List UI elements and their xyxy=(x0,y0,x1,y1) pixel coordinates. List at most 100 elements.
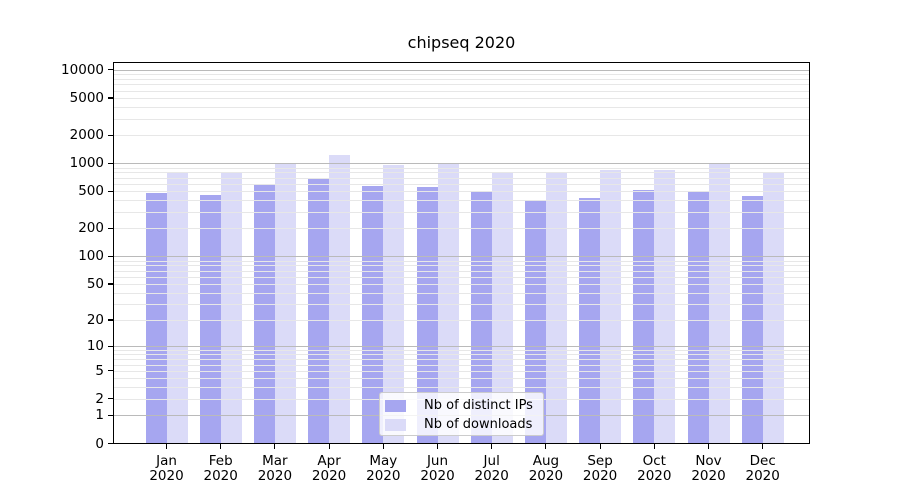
y-tick-label: 500 xyxy=(78,183,104,200)
bar-downloads xyxy=(545,172,567,443)
grid-minor-line xyxy=(114,260,809,262)
x-tick-label: Aug 2020 xyxy=(516,453,576,484)
grid-minor-line xyxy=(114,135,809,137)
y-tick-mark xyxy=(108,398,113,400)
y-tick-label: 5 xyxy=(95,362,104,379)
y-tick-mark xyxy=(108,227,113,229)
grid-minor-line xyxy=(114,359,809,361)
bar-downloads xyxy=(166,172,188,443)
bar-distinct-ips xyxy=(741,196,763,443)
bar-distinct-ips xyxy=(633,189,655,443)
x-tick-label: Dec 2020 xyxy=(733,453,793,484)
grid-minor-line xyxy=(114,350,809,352)
grid-minor-line xyxy=(114,320,809,321)
bar-distinct-ips xyxy=(687,190,709,443)
x-tick-year: 2020 xyxy=(637,467,672,484)
x-tick-label: Jan 2020 xyxy=(137,453,197,484)
grid-minor-line xyxy=(114,378,809,380)
legend-label-distinct-ips: Nb of distinct IPs xyxy=(424,398,533,413)
grid-minor-line xyxy=(114,212,809,213)
grid-major-line xyxy=(114,163,809,165)
legend-label-downloads: Nb of downloads xyxy=(424,417,533,432)
x-tick-mark xyxy=(599,443,601,449)
bar-downloads xyxy=(220,171,242,443)
y-tick-mark xyxy=(108,283,113,285)
grid-minor-line xyxy=(114,354,809,356)
x-tick-label: Mar 2020 xyxy=(245,453,305,484)
bar-downloads xyxy=(491,172,513,443)
x-tick-mark xyxy=(382,443,384,449)
x-tick-label: May 2020 xyxy=(353,453,413,484)
bar-downloads xyxy=(654,170,676,443)
legend-swatch-distinct-ips xyxy=(385,399,406,413)
x-tick-mark xyxy=(274,443,276,449)
y-tick-label: 50 xyxy=(86,276,104,292)
legend-item-downloads: Nb of downloads xyxy=(385,416,543,434)
x-tick-mark xyxy=(436,443,439,449)
grid-minor-line xyxy=(114,90,809,92)
x-tick-mark xyxy=(707,443,710,449)
grid-minor-line xyxy=(114,118,809,120)
y-tick-mark xyxy=(108,162,113,164)
x-tick-year: 2020 xyxy=(203,467,238,484)
x-tick-mark xyxy=(491,443,493,449)
x-tick-label: Oct 2020 xyxy=(624,453,684,484)
x-tick-year: 2020 xyxy=(582,467,618,484)
grid-minor-line xyxy=(114,98,809,99)
x-tick-mark xyxy=(165,443,168,449)
y-tick-mark xyxy=(108,414,113,416)
grid-minor-line xyxy=(114,74,809,76)
x-tick-label: Sep 2020 xyxy=(570,453,630,484)
x-tick-year: 2020 xyxy=(474,467,509,484)
grid-major-line xyxy=(114,69,809,71)
grid-minor-line xyxy=(114,270,809,272)
chart-title: chipseq 2020 xyxy=(407,33,516,52)
grid-minor-line xyxy=(114,284,809,285)
bar-downloads xyxy=(708,163,730,443)
y-tick-mark xyxy=(108,69,113,71)
grid-minor-line xyxy=(114,191,809,193)
y-tick-mark xyxy=(108,255,113,257)
bar-distinct-ips xyxy=(199,195,221,443)
grid-minor-line xyxy=(114,292,809,294)
grid-minor-line xyxy=(114,276,809,278)
grid-minor-line xyxy=(114,370,809,372)
bar-downloads xyxy=(762,173,784,443)
legend-swatch-downloads xyxy=(385,418,406,432)
grid-minor-line xyxy=(114,387,809,389)
x-tick-year: 2020 xyxy=(691,467,726,484)
bar-downloads xyxy=(437,164,459,443)
grid-minor-line xyxy=(114,200,809,202)
y-tick-label: 2 xyxy=(95,390,104,407)
grid-minor-line xyxy=(114,172,809,174)
grid-minor-line xyxy=(114,228,809,230)
y-tick-mark xyxy=(108,97,113,99)
bar-downloads xyxy=(600,169,622,443)
y-tick-mark xyxy=(108,134,113,136)
y-tick-label: 1000 xyxy=(69,155,104,172)
y-tick-mark xyxy=(108,190,113,192)
y-tick-label: 5000 xyxy=(69,90,104,106)
grid-minor-line xyxy=(114,177,809,179)
y-tick-label: 0 xyxy=(95,435,104,452)
grid-minor-line xyxy=(114,84,809,86)
x-tick-mark xyxy=(653,443,655,449)
grid-major-line xyxy=(114,256,809,258)
grid-minor-line xyxy=(114,304,809,306)
grid-minor-line xyxy=(114,184,809,185)
x-tick-year: 2020 xyxy=(420,467,455,484)
bar-distinct-ips xyxy=(308,177,330,443)
x-tick-year: 2020 xyxy=(366,467,401,484)
x-tick-label: Apr 2020 xyxy=(299,453,359,484)
grid-minor-line xyxy=(114,167,809,169)
x-tick-year: 2020 xyxy=(257,467,293,484)
x-tick-year: 2020 xyxy=(149,467,184,484)
y-tick-label: 2000 xyxy=(69,127,104,144)
y-tick-mark xyxy=(108,345,113,347)
grid-minor-line xyxy=(114,107,809,109)
plot-area xyxy=(113,61,810,444)
x-tick-mark xyxy=(220,443,222,449)
y-tick-label: 100 xyxy=(78,248,104,265)
x-tick-mark xyxy=(762,443,764,449)
